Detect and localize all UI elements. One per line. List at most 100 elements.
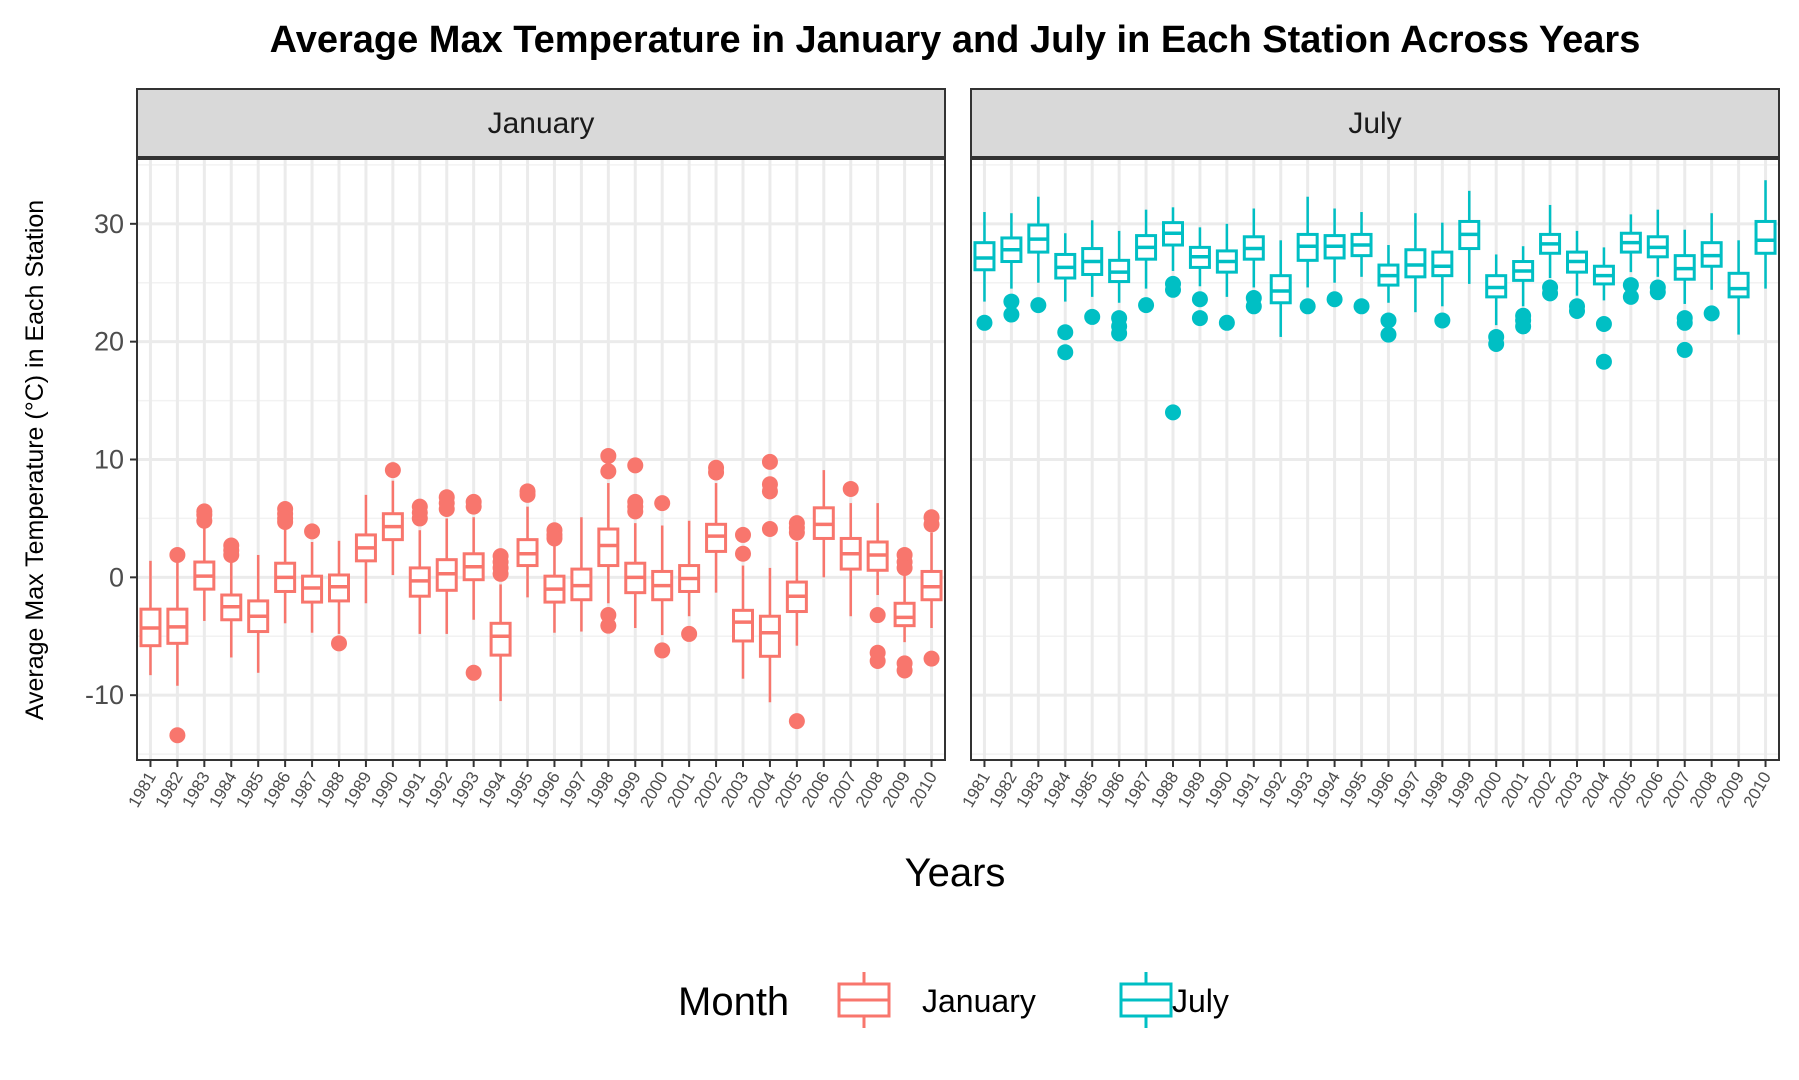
box-january-1994 <box>489 548 512 702</box>
box-january-1996 <box>543 522 566 633</box>
box-july-2003 <box>1566 230 1588 320</box>
box-january-2010 <box>920 509 943 667</box>
outlier-point <box>761 453 778 470</box>
box-july-1981 <box>973 212 996 331</box>
box-july-2000 <box>1485 254 1508 353</box>
outlier-point <box>1138 297 1155 314</box>
box-iqr <box>1431 250 1454 278</box>
outlier-point <box>1488 336 1505 353</box>
box-july-1994 <box>1323 208 1346 308</box>
box-january-1981 <box>139 560 162 676</box>
panels: January198119821983198419851986198719881… <box>85 88 1780 811</box>
box-january-2002 <box>705 459 728 593</box>
outlier-point <box>1030 297 1047 314</box>
outlier-point <box>681 625 698 642</box>
outlier-point <box>546 530 563 547</box>
y-tick-label: -10 <box>85 680 124 710</box>
box-january-2004 <box>758 453 781 703</box>
box-july-1984 <box>1054 233 1077 361</box>
outlier-point <box>465 664 482 681</box>
box-july-2006 <box>1646 209 1669 301</box>
box-july-1998 <box>1431 222 1454 329</box>
outlier-point <box>788 524 805 541</box>
box-january-1998 <box>597 447 620 634</box>
outlier-point <box>788 713 805 730</box>
strip-july <box>970 88 1780 158</box>
box-iqr <box>1754 219 1777 255</box>
outlier-point <box>654 495 671 512</box>
box-july-2002 <box>1539 204 1562 302</box>
box-iqr <box>1269 274 1292 305</box>
outlier-point <box>842 480 859 497</box>
outlier-point <box>304 523 321 540</box>
legend-label-january: January <box>922 983 1036 1019</box>
outlier-point <box>1622 288 1639 305</box>
box-iqr <box>893 601 916 628</box>
box-july-1999 <box>1458 190 1481 284</box>
outlier-point <box>735 545 751 562</box>
outlier-point <box>519 486 536 503</box>
y-tick-label: 20 <box>94 327 124 357</box>
outlier-point <box>1353 298 1370 315</box>
outlier-point <box>1676 314 1693 331</box>
box-july-1989 <box>1188 227 1211 327</box>
strip-january <box>136 88 946 158</box>
outlier-point <box>277 513 294 530</box>
outlier-point <box>492 565 509 582</box>
outlier-point <box>1569 303 1585 320</box>
box-january-1983 <box>193 503 216 621</box>
outlier-point <box>627 503 644 520</box>
outlier-point <box>1165 404 1181 421</box>
y-tick-label: 0 <box>109 562 124 592</box>
box-july-1990 <box>1215 223 1238 331</box>
outlier-point <box>654 642 671 659</box>
panel-border <box>970 158 1780 761</box>
box-january-2001 <box>678 520 701 642</box>
outlier-point <box>1003 306 1020 323</box>
outlier-point <box>1542 285 1559 302</box>
box-july-2007 <box>1673 229 1696 358</box>
outlier-point <box>1676 341 1693 358</box>
box-iqr <box>489 621 512 657</box>
box-iqr <box>1404 248 1427 279</box>
outlier-point <box>1326 291 1343 308</box>
outlier-point <box>1111 325 1128 342</box>
box-july-2008 <box>1700 213 1723 322</box>
box-july-1992 <box>1269 240 1292 337</box>
box-january-1989 <box>354 494 377 604</box>
outlier-point <box>1299 298 1316 315</box>
outlier-point <box>896 559 913 576</box>
outlier-point <box>384 462 401 479</box>
box-july-1995 <box>1350 212 1373 315</box>
y-axis-label: Average Max Temperature (°C) in Each Sta… <box>21 200 49 720</box>
outlier-point <box>169 546 186 563</box>
box-january-1986 <box>274 500 297 624</box>
box-iqr <box>1727 271 1750 299</box>
outlier-point <box>600 463 617 480</box>
outlier-point <box>438 500 455 517</box>
outlier-point <box>1191 291 1208 308</box>
outlier-point <box>600 617 617 634</box>
outlier-point <box>1057 344 1074 361</box>
outlier-point <box>1622 277 1639 294</box>
box-july-1993 <box>1296 196 1319 315</box>
box-iqr <box>973 241 996 272</box>
box-july-1987 <box>1135 209 1158 314</box>
outlier-point <box>896 662 913 679</box>
outlier-point <box>411 510 428 527</box>
outlier-point <box>761 521 778 538</box>
box-january-2009 <box>893 546 916 679</box>
outlier-point <box>1245 298 1262 315</box>
box-january-2007 <box>839 480 862 617</box>
box-january-2005 <box>785 515 808 730</box>
outlier-point <box>1380 312 1397 329</box>
outlier-point <box>1380 326 1397 343</box>
box-january-2000 <box>651 495 674 659</box>
outlier-point <box>465 498 482 515</box>
panel-july: July198119821983198419851986198719881989… <box>959 88 1780 811</box>
outlier-point <box>1595 353 1612 370</box>
legend-key-july <box>1119 972 1173 1028</box>
outlier-point <box>761 483 778 500</box>
box-july-1982 <box>1000 213 1023 323</box>
